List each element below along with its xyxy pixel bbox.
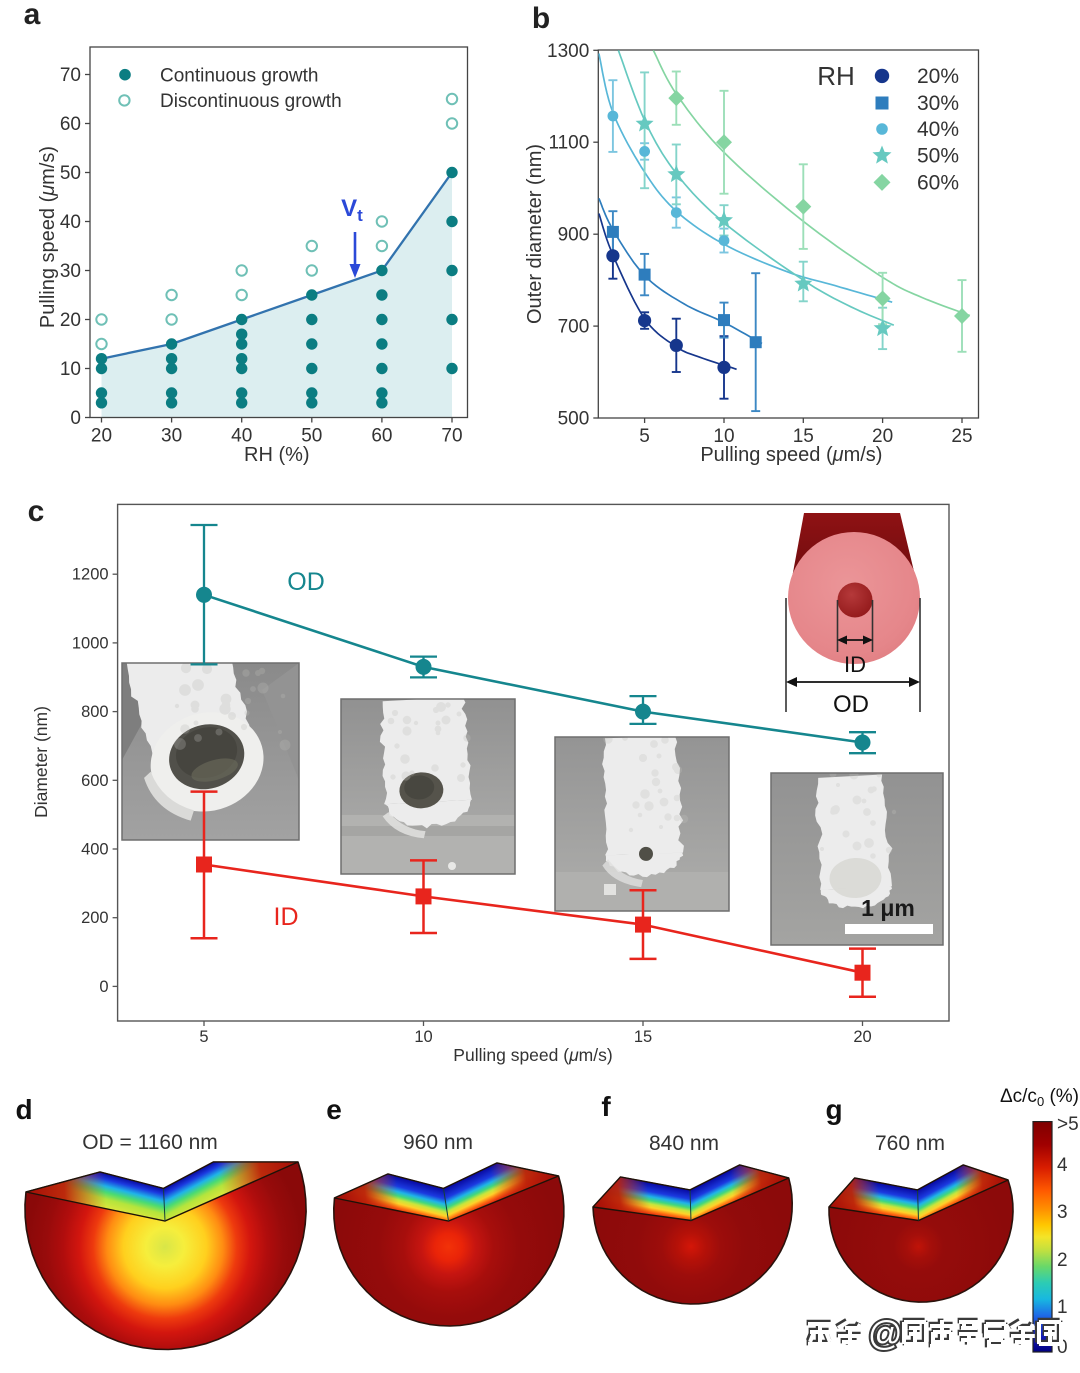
svg-text:Vt: Vt	[341, 195, 363, 225]
svg-text:1: 1	[1057, 1297, 1068, 1318]
svg-text:40: 40	[60, 212, 81, 233]
svg-text:d: d	[15, 1094, 32, 1125]
svg-text:3: 3	[1057, 1202, 1068, 1223]
svg-text:RH (%): RH (%)	[244, 444, 310, 466]
svg-text:10: 10	[713, 426, 734, 447]
svg-text:f: f	[601, 1091, 611, 1122]
svg-text:b: b	[532, 2, 550, 35]
svg-text:OD = 1160 nm: OD = 1160 nm	[82, 1131, 218, 1154]
svg-text:15: 15	[793, 426, 814, 447]
svg-text:400: 400	[81, 841, 109, 859]
svg-text:ID: ID	[274, 903, 299, 931]
svg-text:0: 0	[99, 978, 108, 996]
svg-text:10: 10	[60, 359, 81, 380]
svg-text:70: 70	[441, 426, 462, 447]
svg-text:800: 800	[81, 703, 109, 721]
svg-text:30%: 30%	[917, 92, 959, 115]
svg-text:30: 30	[161, 426, 182, 447]
svg-text:200: 200	[81, 909, 109, 927]
svg-text:0: 0	[1057, 1337, 1068, 1358]
svg-text:20: 20	[60, 310, 81, 331]
svg-text:1200: 1200	[72, 566, 109, 584]
svg-text:Δc/c0 (%): Δc/c0 (%)	[1000, 1086, 1079, 1109]
svg-text:Discontinuous growth: Discontinuous growth	[160, 91, 342, 112]
svg-text:>5: >5	[1057, 1114, 1079, 1135]
svg-text:60: 60	[371, 426, 392, 447]
svg-text:15: 15	[634, 1028, 652, 1046]
svg-text:Continuous growth: Continuous growth	[160, 66, 318, 87]
svg-text:600: 600	[81, 772, 109, 790]
svg-text:40: 40	[231, 426, 252, 447]
svg-text:g: g	[825, 1094, 842, 1125]
svg-text:1100: 1100	[548, 133, 589, 154]
svg-text:Pulling speed (μm/s): Pulling speed (μm/s)	[700, 444, 882, 466]
svg-text:20: 20	[853, 1028, 871, 1046]
svg-text:OD: OD	[287, 568, 325, 596]
svg-text:1300: 1300	[547, 41, 589, 62]
svg-text:500: 500	[558, 409, 590, 430]
svg-text:50: 50	[60, 163, 81, 184]
svg-text:60%: 60%	[917, 171, 959, 194]
svg-text:2: 2	[1057, 1250, 1068, 1271]
svg-text:Pulling speed (μm/s): Pulling speed (μm/s)	[453, 1045, 612, 1065]
svg-text:Outer diameter (nm): Outer diameter (nm)	[524, 144, 546, 324]
svg-text:960 nm: 960 nm	[403, 1131, 473, 1154]
svg-text:900: 900	[558, 225, 590, 246]
svg-text:40%: 40%	[917, 118, 959, 141]
svg-text:25: 25	[951, 426, 972, 447]
svg-text:50: 50	[301, 426, 322, 447]
svg-text:840 nm: 840 nm	[649, 1132, 719, 1155]
svg-text:20: 20	[872, 426, 893, 447]
svg-text:4: 4	[1057, 1155, 1068, 1176]
svg-text:1 μm: 1 μm	[861, 895, 915, 921]
svg-text:ID: ID	[844, 652, 866, 677]
svg-text:20%: 20%	[917, 65, 959, 88]
svg-text:0: 0	[70, 408, 81, 429]
svg-text:20: 20	[91, 426, 112, 447]
svg-text:@: @	[868, 1315, 903, 1353]
svg-text:30: 30	[60, 261, 81, 282]
svg-text:70: 70	[60, 65, 81, 86]
svg-text:Pulling speed (μm/s): Pulling speed (μm/s)	[37, 146, 59, 328]
svg-text:a: a	[24, 0, 41, 31]
svg-text:5: 5	[199, 1028, 208, 1046]
svg-text:700: 700	[558, 317, 590, 338]
svg-text:760 nm: 760 nm	[875, 1132, 945, 1155]
svg-text:1000: 1000	[72, 634, 109, 652]
svg-text:Diameter (nm): Diameter (nm)	[31, 706, 51, 818]
svg-text:60: 60	[60, 114, 81, 135]
svg-text:RH: RH	[817, 61, 855, 91]
svg-text:c: c	[28, 495, 45, 528]
svg-text:5: 5	[639, 426, 650, 447]
svg-text:10: 10	[414, 1028, 432, 1046]
svg-text:OD: OD	[833, 691, 869, 718]
svg-text:50%: 50%	[917, 145, 959, 168]
svg-text:e: e	[326, 1094, 342, 1125]
